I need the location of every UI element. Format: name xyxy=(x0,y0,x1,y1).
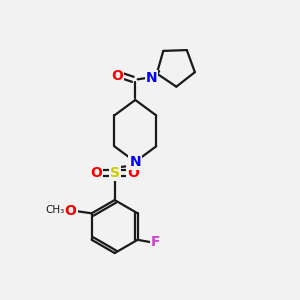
Text: N: N xyxy=(130,155,141,169)
Text: N: N xyxy=(146,71,157,85)
Text: O: O xyxy=(111,69,123,83)
Text: O: O xyxy=(127,166,139,180)
Text: O: O xyxy=(91,166,102,180)
Text: F: F xyxy=(151,235,160,249)
Text: O: O xyxy=(64,204,76,218)
Text: S: S xyxy=(110,166,120,180)
Text: CH₃: CH₃ xyxy=(46,206,65,215)
